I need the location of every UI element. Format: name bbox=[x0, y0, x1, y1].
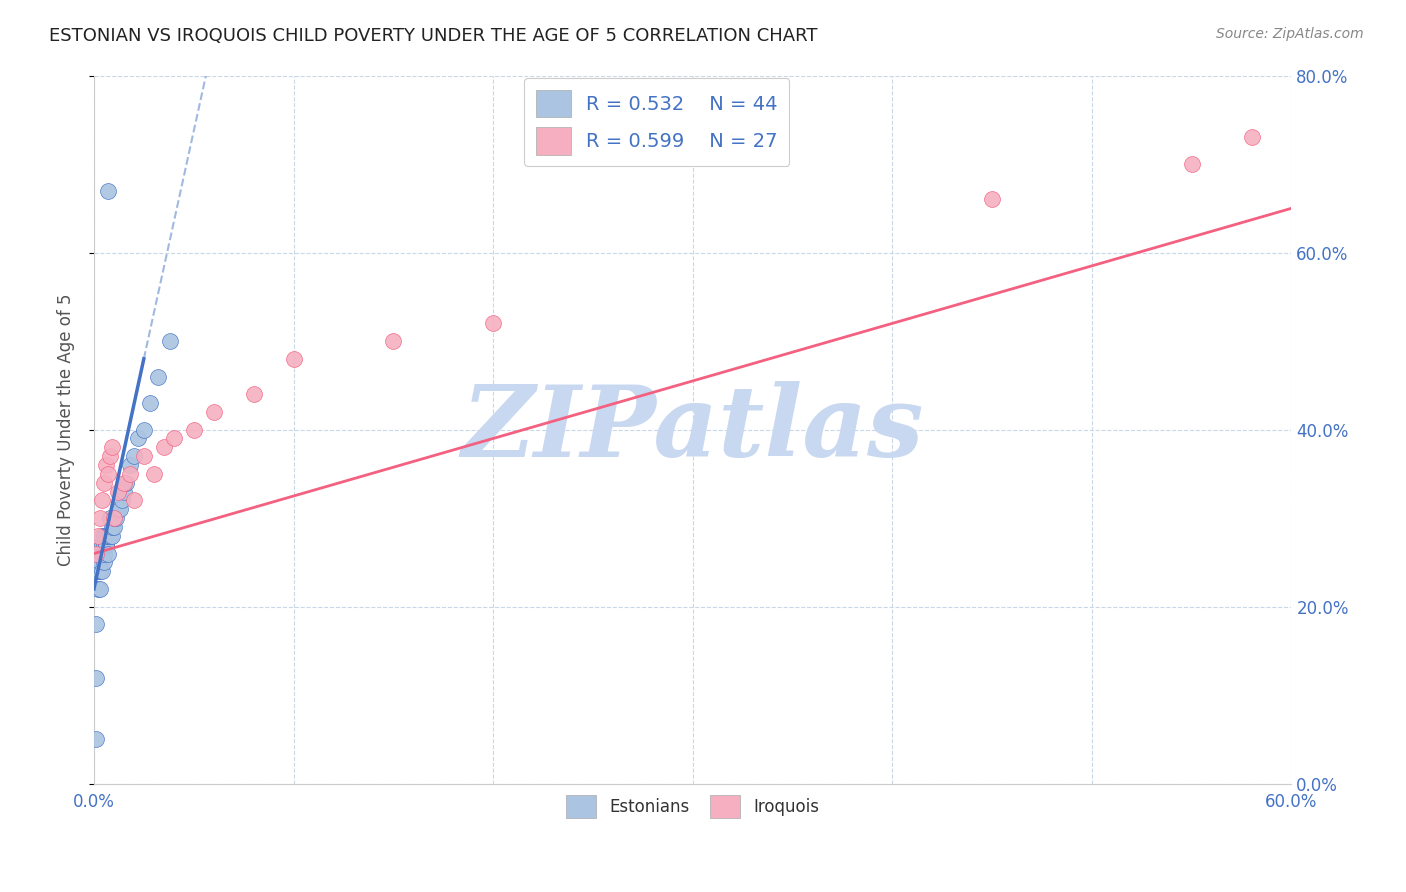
Point bbox=[87, 547, 110, 561]
Point bbox=[90, 547, 112, 561]
Point bbox=[283, 351, 305, 366]
Text: Source: ZipAtlas.com: Source: ZipAtlas.com bbox=[1216, 27, 1364, 41]
Point bbox=[382, 334, 405, 348]
Point bbox=[84, 732, 107, 747]
Y-axis label: Child Poverty Under the Age of 5: Child Poverty Under the Age of 5 bbox=[58, 293, 75, 566]
Text: ESTONIAN VS IROQUOIS CHILD POVERTY UNDER THE AGE OF 5 CORRELATION CHART: ESTONIAN VS IROQUOIS CHILD POVERTY UNDER… bbox=[49, 27, 818, 45]
Point bbox=[89, 511, 111, 525]
Point bbox=[101, 440, 124, 454]
Point bbox=[90, 538, 112, 552]
Point bbox=[93, 475, 115, 490]
Point bbox=[1181, 157, 1204, 171]
Point bbox=[97, 467, 120, 481]
Point bbox=[84, 617, 107, 632]
Point bbox=[98, 511, 121, 525]
Point bbox=[111, 493, 134, 508]
Point bbox=[97, 547, 120, 561]
Point bbox=[132, 423, 155, 437]
Point bbox=[242, 387, 264, 401]
Point bbox=[87, 564, 110, 578]
Point bbox=[163, 432, 186, 446]
Point bbox=[84, 547, 107, 561]
Point bbox=[93, 538, 115, 552]
Point bbox=[183, 423, 205, 437]
Point bbox=[139, 396, 162, 410]
Point bbox=[89, 564, 111, 578]
Point bbox=[87, 582, 110, 596]
Point bbox=[98, 449, 121, 463]
Point bbox=[89, 582, 111, 596]
Point bbox=[122, 449, 145, 463]
Point bbox=[981, 193, 1004, 207]
Point bbox=[108, 502, 131, 516]
Point bbox=[115, 475, 138, 490]
Point bbox=[87, 529, 110, 543]
Point bbox=[93, 529, 115, 543]
Point bbox=[94, 538, 117, 552]
Point bbox=[122, 493, 145, 508]
Point bbox=[84, 671, 107, 685]
Point bbox=[93, 547, 115, 561]
Legend: Estonians, Iroquois: Estonians, Iroquois bbox=[560, 788, 825, 825]
Point bbox=[90, 529, 112, 543]
Point bbox=[97, 529, 120, 543]
Point bbox=[118, 458, 141, 472]
Point bbox=[101, 520, 124, 534]
Point bbox=[97, 184, 120, 198]
Point bbox=[112, 475, 135, 490]
Point bbox=[159, 334, 181, 348]
Point bbox=[118, 467, 141, 481]
Point bbox=[103, 511, 125, 525]
Point bbox=[202, 405, 225, 419]
Point bbox=[146, 369, 169, 384]
Point bbox=[90, 564, 112, 578]
Point bbox=[103, 511, 125, 525]
Point bbox=[101, 529, 124, 543]
Point bbox=[142, 467, 165, 481]
Point bbox=[89, 538, 111, 552]
Point bbox=[112, 484, 135, 499]
Point bbox=[1240, 130, 1263, 145]
Point bbox=[132, 449, 155, 463]
Point bbox=[94, 529, 117, 543]
Point bbox=[107, 502, 129, 516]
Point bbox=[90, 493, 112, 508]
Point bbox=[87, 556, 110, 570]
Point bbox=[98, 529, 121, 543]
Point bbox=[94, 458, 117, 472]
Point bbox=[94, 538, 117, 552]
Point bbox=[104, 511, 127, 525]
Point bbox=[103, 520, 125, 534]
Point bbox=[87, 564, 110, 578]
Point bbox=[107, 484, 129, 499]
Point bbox=[127, 432, 149, 446]
Text: ZIPatlas: ZIPatlas bbox=[461, 382, 924, 478]
Point bbox=[93, 556, 115, 570]
Point bbox=[89, 556, 111, 570]
Point bbox=[152, 440, 174, 454]
Point bbox=[482, 317, 505, 331]
